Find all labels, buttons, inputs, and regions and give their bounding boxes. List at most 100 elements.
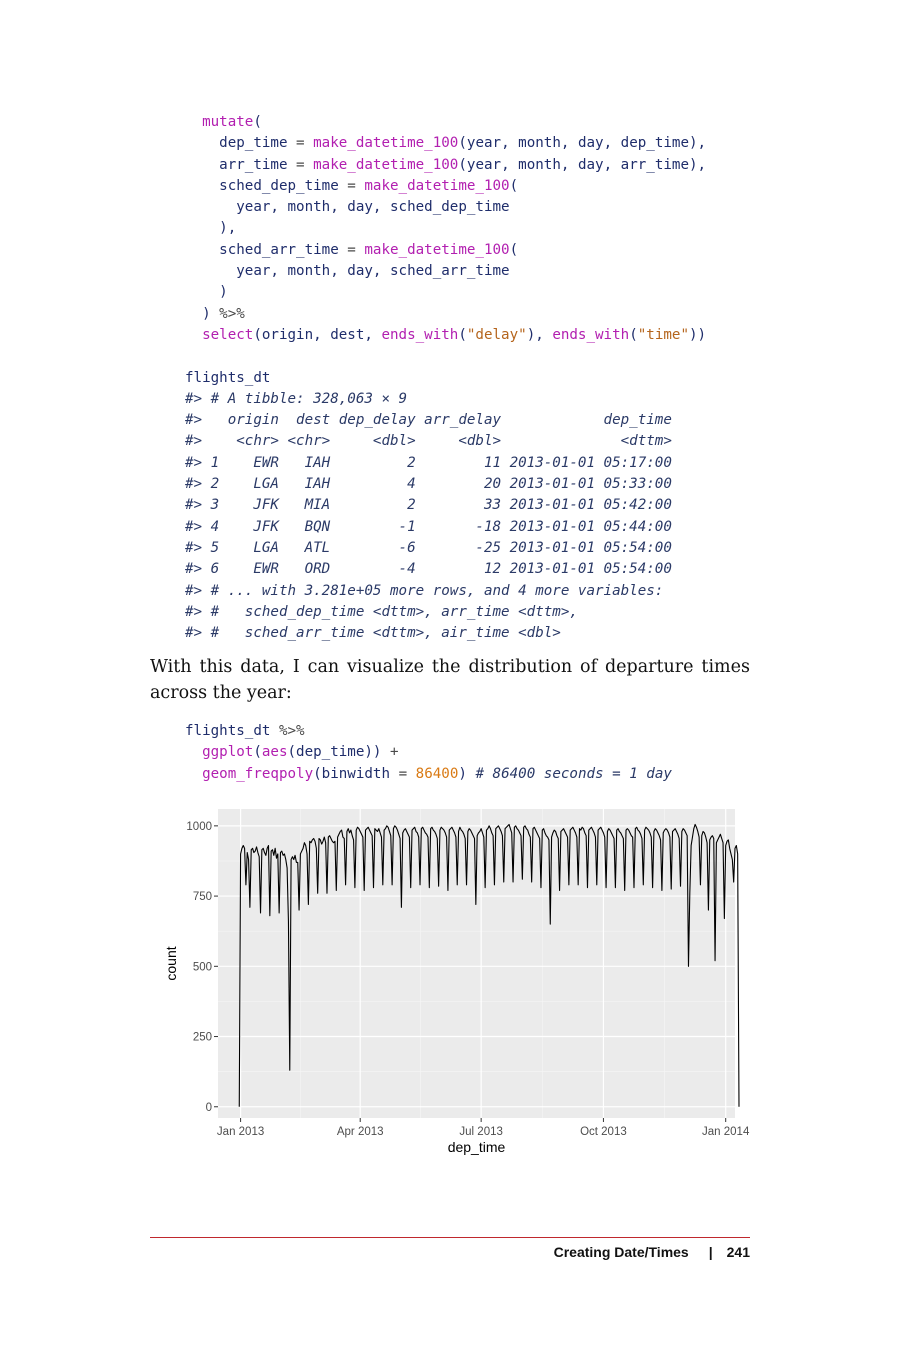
y-tick-label: 1000 <box>186 821 212 833</box>
code-token: (binwidth <box>313 765 399 782</box>
code-token: ( <box>629 326 638 343</box>
code-token: make_datetime_100 <box>313 156 459 173</box>
code-token: (dep_time)) <box>287 744 391 761</box>
chart-svg: 0 250 500 750 1000 Jan 2013 Apr 2013 Jul 2013 Oc… <box>163 809 750 1155</box>
freqpoly-chart: 0 250 500 750 1000 Jan 2013 Apr 2013 Jul 2013 Oc… <box>150 800 750 1165</box>
x-tick-label: Oct 2013 <box>580 1126 627 1138</box>
code-token: make_datetime_100 <box>364 241 510 258</box>
code-token: ), <box>185 220 237 237</box>
code-line: sched_dep_time = make_datetime_100( <box>185 176 706 197</box>
code-token: ends_with <box>381 326 459 343</box>
code-token: sched_dep_time <box>185 177 348 194</box>
code-line: #> # A tibble: 328,063 × 9 <box>185 389 706 410</box>
x-tick-label: Apr 2013 <box>337 1126 384 1138</box>
code-token: aes <box>261 744 288 761</box>
code-token: #> 4 JFK BQN -1 -18 2013-01-01 05:44:00 <box>185 518 672 535</box>
x-tick-label: Jan 2014 <box>702 1126 750 1138</box>
code-token: ggplot <box>202 744 254 761</box>
code-token: = <box>398 765 408 782</box>
y-tick-label: 250 <box>193 1032 212 1044</box>
code-line: #> origin dest dep_delay arr_delay dep_t… <box>185 410 706 431</box>
footer-separator: | <box>708 1244 713 1260</box>
code-line: flights_dt <box>185 368 706 389</box>
code-token: (origin, dest, <box>253 326 382 343</box>
code-line: #> 4 JFK BQN -1 -18 2013-01-01 05:44:00 <box>185 517 706 538</box>
code-block-ggplot: flights_dt %>% ggplot(aes(dep_time)) + g… <box>185 721 672 785</box>
code-token <box>305 135 314 151</box>
x-tick-label: Jan 2013 <box>217 1126 264 1138</box>
code-line: ggplot(aes(dep_time)) + <box>185 742 672 763</box>
code-token <box>305 157 314 173</box>
code-token: ( <box>253 744 262 761</box>
y-tick-label: 0 <box>206 1102 212 1114</box>
code-line: mutate( <box>185 112 706 133</box>
code-token: # 86400 seconds = 1 day <box>475 765 672 782</box>
page-number: 241 <box>726 1244 750 1260</box>
code-line: ) <box>185 282 706 303</box>
code-token <box>185 114 202 130</box>
code-line <box>185 346 706 367</box>
code-token: dep_time <box>185 135 297 152</box>
y-axis-title: count <box>163 946 179 980</box>
code-token: #> 5 LGA ATL -6 -25 2013-01-01 05:54:00 <box>185 539 672 556</box>
code-token: ( <box>458 326 467 343</box>
code-token: ( <box>509 177 519 194</box>
code-line: #> 1 EWR IAH 2 11 2013-01-01 05:17:00 <box>185 453 706 474</box>
code-token: #> <chr> <chr> <dbl> <dbl> <dttm> <box>185 433 672 450</box>
code-token <box>185 327 202 343</box>
code-line: flights_dt %>% <box>185 721 672 742</box>
code-line: #> # sched_arr_time <dttm>, air_time <db… <box>185 623 706 644</box>
code-token: %>% <box>219 305 245 322</box>
code-line: ), <box>185 218 706 239</box>
code-line: #> 6 EWR ORD -4 12 2013-01-01 05:54:00 <box>185 559 706 580</box>
code-token: #> # sched_arr_time <dttm>, air_time <db… <box>185 625 561 642</box>
code-token: )) <box>688 326 707 343</box>
code-token: #> 1 EWR IAH 2 11 2013-01-01 05:17:00 <box>185 454 672 471</box>
x-tick-label: Jul 2013 <box>459 1126 502 1138</box>
y-tick-label: 750 <box>193 891 212 903</box>
code-token: %>% <box>278 723 305 739</box>
x-axis-title: dep_time <box>448 1139 506 1155</box>
code-line: year, month, day, sched_arr_time <box>185 261 706 282</box>
code-line: #> 2 LGA IAH 4 20 2013-01-01 05:33:00 <box>185 474 706 495</box>
body-paragraph: With this data, I can visualize the dist… <box>150 657 750 703</box>
code-token: = <box>296 156 305 173</box>
code-line: sched_arr_time = make_datetime_100( <box>185 240 706 261</box>
code-token: make_datetime_100 <box>364 177 510 194</box>
code-token: year, month, day, sched_dep_time <box>185 199 510 216</box>
code-token: sched_arr_time <box>185 241 348 258</box>
code-line: #> 3 JFK MIA 2 33 2013-01-01 05:42:00 <box>185 495 706 516</box>
code-token: ) <box>458 765 476 782</box>
code-token: ) <box>185 305 220 322</box>
code-token <box>185 766 202 782</box>
code-token: = <box>347 241 356 258</box>
code-token: ( <box>509 241 519 258</box>
freqpoly-line <box>238 823 740 1107</box>
code-token: = <box>347 177 356 194</box>
code-line: geom_freqpoly(binwidth = 86400) # 86400 … <box>185 764 672 785</box>
code-token: ( <box>253 114 262 130</box>
code-line: ) %>% <box>185 304 706 325</box>
code-token: year, month, day, sched_arr_time <box>185 263 510 280</box>
code-line: #> # sched_dep_time <dttm>, arr_time <dt… <box>185 602 706 623</box>
code-token: #> # A tibble: 328,063 × 9 <box>185 390 408 407</box>
code-token: #> # ... with 3.281e+05 more rows, and 4… <box>185 582 664 599</box>
footer-section-title: Creating Date/Times <box>553 1244 689 1260</box>
code-line: arr_time = make_datetime_100(year, month… <box>185 155 706 176</box>
code-line: #> 5 LGA ATL -6 -25 2013-01-01 05:54:00 <box>185 538 706 559</box>
code-token: ), <box>526 326 553 343</box>
code-token <box>185 744 202 760</box>
code-token: #> origin dest dep_delay arr_delay dep_t… <box>185 412 672 429</box>
code-token <box>407 766 416 782</box>
code-token: geom_freqpoly <box>202 765 314 782</box>
code-token: select <box>202 326 254 343</box>
y-tick-label: 500 <box>193 961 212 973</box>
code-token: arr_time <box>185 156 297 173</box>
code-line: #> <chr> <chr> <dbl> <dbl> <dttm> <box>185 431 706 452</box>
code-token: ) <box>185 284 228 301</box>
code-line: select(origin, dest, ends_with("delay"),… <box>185 325 706 346</box>
code-token: #> 6 EWR ORD -4 12 2013-01-01 05:54:00 <box>185 561 672 578</box>
code-token: mutate <box>202 114 254 130</box>
code-block-mutate: mutate( dep_time = make_datetime_100(yea… <box>185 112 706 644</box>
code-token: flights_dt <box>185 369 271 386</box>
